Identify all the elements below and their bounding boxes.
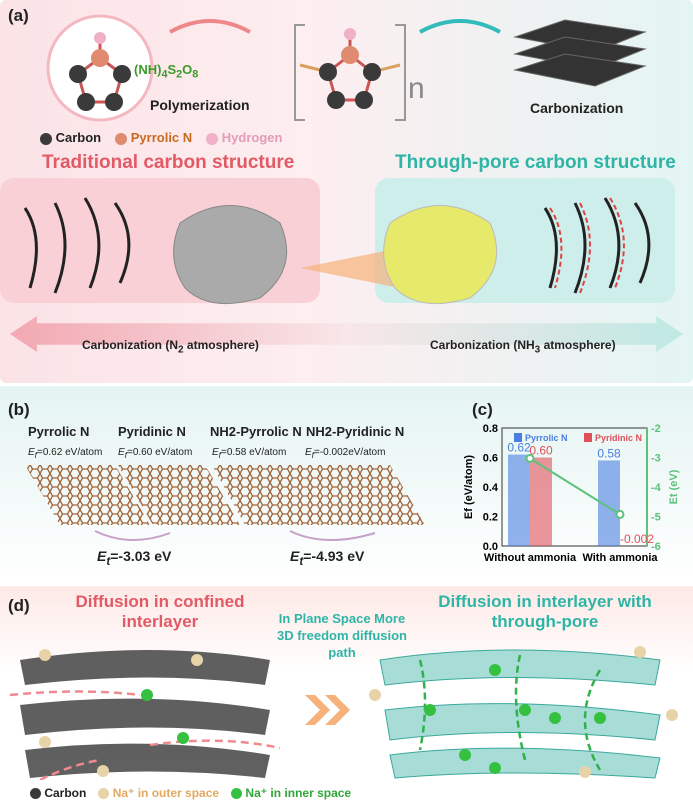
panel-d-label: (d) — [8, 596, 30, 615]
y-tick-label: 0.0 — [483, 541, 498, 553]
reagent-label: (NH)4S2O8 — [134, 62, 199, 81]
transition-energy-2: Et=-4.93 eV — [290, 548, 365, 568]
polypyrrole-unit — [294, 24, 406, 121]
bar-value-label: -0.002 — [620, 532, 654, 546]
x-tick-label: Without ammonia — [484, 552, 577, 564]
through-pore-carbon-particle — [383, 205, 498, 305]
monomer-circle — [46, 14, 154, 122]
structure-name-3: NH2-Pyrrolic N — [210, 424, 302, 439]
legend-hydrogen: Hydrogen — [206, 130, 282, 145]
arrow-polymerization-icon — [169, 19, 251, 34]
arrow-carbonization-icon — [419, 19, 501, 34]
structure-name-2: Pyridinic N — [118, 424, 186, 439]
pyrrole-monomer — [69, 32, 131, 111]
energy-point — [525, 453, 535, 463]
bar-value-label: 0.62 — [507, 441, 531, 455]
energy-line — [529, 457, 621, 516]
structure-ef-3: Ef=0.58 eV/atom — [212, 447, 287, 460]
panel-a-label: (a) — [8, 6, 29, 25]
legend-na-inner: Na⁺ in inner space — [231, 786, 351, 800]
polymerization-scheme — [46, 14, 501, 122]
y-right-tick-label: -2 — [651, 423, 661, 435]
legend-carbon-d: Carbon — [30, 786, 86, 800]
polymerization-label: Polymerization — [150, 97, 250, 113]
structure-ef-1: Ef=0.62 eV/atom — [28, 447, 103, 460]
nh3-carbonization-label: Carbonization (NH3 atmosphere) — [430, 338, 616, 356]
y-right-tick-label: -5 — [651, 512, 661, 524]
confined-diffusion-title: Diffusion in confined interlayer — [75, 592, 245, 631]
transition-energy-1: Et=-3.03 eV — [97, 548, 172, 568]
y-tick-label: 0.6 — [483, 453, 498, 465]
carbonization-label: Carbonization — [530, 100, 624, 116]
traditional-structure-title: Traditional carbon structure — [42, 152, 295, 173]
bar-value-label: 0.58 — [597, 446, 621, 460]
legend-swatch — [514, 433, 522, 442]
subscript-n: n — [408, 72, 425, 105]
transformation-arrow-icon — [300, 248, 400, 288]
legend-label: Pyridinic N — [595, 433, 642, 443]
structure-name-4: NH2-Pyridinic N — [306, 424, 405, 439]
transition-arrows — [94, 530, 376, 542]
formation-energy-chart: 0.0 0.2 0.4 0.6 0.8 -6 -5 -4 -3 -2 Ef (eV/atom) Et … — [463, 423, 680, 564]
y-tick-label: 0.4 — [483, 482, 499, 494]
y-right-tick-label: -3 — [651, 453, 661, 465]
structure-ef-2: Ef=0.60 eV/atom — [118, 447, 193, 460]
bar — [598, 460, 620, 546]
bar — [530, 457, 552, 546]
legend-pyrrolic-n: Pyrrolic N — [115, 130, 192, 145]
bar-value-label: 0.60 — [529, 444, 553, 458]
y-right-tick-label: -6 — [651, 541, 661, 553]
diffusion-legend: Carbon Na⁺ in outer space Na⁺ in inner s… — [30, 786, 351, 800]
panel-c-label: (c) — [472, 400, 493, 419]
structure-ef-4: Ef=-0.002eV/atom — [305, 447, 386, 460]
bar — [508, 454, 530, 546]
legend-swatch — [584, 433, 592, 442]
legend-label: Pyrrolic N — [525, 433, 568, 443]
y-right-axis-label: Et (eV) — [668, 469, 680, 504]
through-pore-structure-title: Through-pore carbon structure — [395, 152, 676, 173]
n2-carbonization-label: Carbonization (N2 atmosphere) — [82, 338, 259, 356]
traditional-carbon-particle — [173, 205, 288, 305]
chevron-arrows-icon — [305, 695, 350, 725]
diffusion-path-note: In Plane Space More 3D freedom diffusion… — [276, 611, 407, 660]
legend-na-outer: Na⁺ in outer space — [98, 786, 219, 800]
y-tick-label: 0.8 — [483, 423, 498, 435]
energy-point — [615, 509, 625, 519]
panel-b-label: (b) — [8, 400, 30, 419]
legend-carbon: Carbon — [40, 130, 101, 145]
y-axis-label: Ef (eV/atom) — [463, 455, 475, 520]
confined-carbon-layers — [20, 650, 270, 778]
carbon-sheets-image — [513, 19, 647, 87]
graphene-structures-image — [25, 465, 425, 525]
y-right-tick-label: -4 — [651, 482, 662, 494]
through-pore-carbon-layers — [379, 649, 661, 779]
atom-legend: Carbon Pyrrolic N Hydrogen — [40, 130, 282, 145]
through-pore-carbon-layers — [543, 197, 651, 294]
diffusion-illustration — [9, 646, 678, 780]
y-tick-label: 0.2 — [483, 512, 498, 524]
x-tick-label: With ammonia — [582, 552, 658, 564]
structure-illustrations — [23, 197, 651, 305]
traditional-carbon-layers — [23, 197, 131, 294]
structure-name-1: Pyrrolic N — [28, 424, 90, 439]
through-pore-diffusion-title: Diffusion in interlayer with through-por… — [438, 592, 652, 631]
